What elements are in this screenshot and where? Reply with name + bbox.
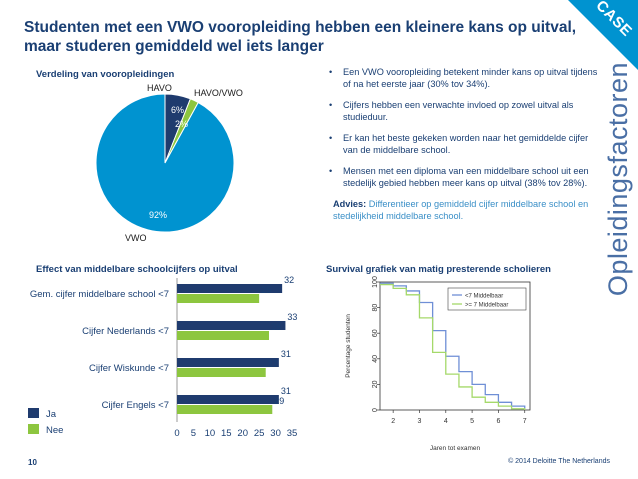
pie-percent-label: 6% bbox=[171, 105, 184, 115]
survival-legend-label: <7 Middelbaar bbox=[465, 294, 503, 300]
y-axis-label: Percentage studenten bbox=[345, 314, 352, 378]
y-tick-label: 100 bbox=[372, 276, 379, 288]
bar-nee bbox=[177, 405, 273, 414]
x-tick-label: 2 bbox=[391, 418, 395, 425]
pie-category-label: VWO bbox=[125, 233, 147, 243]
pie-chart: 6% 2% 92% HAVO HAVO/VWO VWO bbox=[95, 83, 243, 243]
y-tick-label: 20 bbox=[372, 380, 379, 388]
bar-x-tick: 35 bbox=[287, 428, 298, 439]
survival-line bbox=[380, 283, 526, 410]
advice-text: Advies: Differentieer op gemiddeld cijfe… bbox=[325, 198, 605, 222]
y-tick-label: 80 bbox=[372, 304, 379, 312]
bar-value-label: 33 bbox=[287, 312, 297, 322]
survival-chart-title: Survival grafiek van matig presterende s… bbox=[326, 264, 551, 275]
bar-chart: Gem. cijfer middelbare school <7 32 25 Cijf… bbox=[28, 276, 298, 439]
legend-label: Ja bbox=[46, 409, 57, 420]
bar-x-tick: 15 bbox=[221, 428, 232, 439]
legend-label: Nee bbox=[46, 425, 63, 436]
bar-x-tick: 30 bbox=[270, 428, 281, 439]
advice-label: Advies: bbox=[333, 199, 367, 209]
bar-ja bbox=[177, 358, 279, 367]
bar-value-label: 29 bbox=[274, 396, 284, 406]
pie-percent-label: 2% bbox=[175, 119, 188, 129]
bar-value-label: 31 bbox=[281, 349, 291, 359]
copyright-text: © 2014 Deloitte The Netherlands bbox=[508, 458, 610, 465]
bar-ja bbox=[177, 395, 279, 404]
bar-x-tick: 20 bbox=[237, 428, 248, 439]
advice-body: Differentieer op gemiddeld cijfer middel… bbox=[333, 199, 589, 221]
bullet-item: • Cijfers hebben een verwachte invloed op… bbox=[329, 100, 574, 122]
bar-x-tick: 10 bbox=[205, 428, 216, 439]
x-tick-label: 5 bbox=[470, 418, 474, 425]
x-tick-label: 4 bbox=[444, 418, 448, 425]
x-axis-label: Jaren tot examen bbox=[430, 445, 481, 452]
bullet-list: • Een VWO vooropleiding betekent minder k… bbox=[325, 66, 605, 222]
bar-chart-title: Effect van middelbare schoolcijfers op u… bbox=[36, 264, 238, 275]
y-tick-label: 0 bbox=[372, 408, 379, 412]
pie-category-label: HAVO/VWO bbox=[194, 88, 243, 98]
bar-value-label: 32 bbox=[284, 276, 294, 285]
bar-x-tick: 5 bbox=[191, 428, 196, 439]
x-tick-label: 7 bbox=[523, 418, 527, 425]
side-section-label: Opleidingsfactoren bbox=[603, 62, 633, 297]
bar-value-label: 31 bbox=[281, 386, 291, 396]
y-tick-label: 40 bbox=[372, 355, 379, 363]
survival-legend-box bbox=[447, 287, 527, 311]
y-tick-label: 60 bbox=[372, 329, 379, 337]
bar-category-label: Cijfer Engels <7 bbox=[102, 400, 169, 411]
bullet-item: • Mensen met een diploma van een middelba… bbox=[329, 166, 589, 188]
bullet-item: • Er kan het beste gekeken worden naar he… bbox=[329, 133, 589, 155]
pie-chart-title: Verdeling van vooropleidingen bbox=[36, 69, 175, 80]
corner-badge bbox=[568, 0, 638, 70]
bar-value-label: 25 bbox=[261, 285, 271, 295]
legend-swatch bbox=[28, 408, 39, 418]
x-tick-label: 6 bbox=[496, 418, 500, 425]
bullet-item: • Een VWO vooropleiding betekent minder k… bbox=[329, 67, 598, 89]
survival-legend-label: >= 7 Middelbaar bbox=[465, 303, 508, 309]
bar-nee bbox=[177, 331, 269, 340]
bar-category-label: Gem. cijfer middelbare school <7 bbox=[30, 289, 169, 300]
bar-category-label: Cijfer Nederlands <7 bbox=[82, 326, 169, 337]
page-title: Studenten met een VWO vooropleiding hebb… bbox=[24, 19, 577, 55]
bar-nee bbox=[177, 368, 266, 377]
pie-slice bbox=[95, 93, 235, 233]
x-tick-label: 3 bbox=[418, 418, 422, 425]
bar-x-tick: 25 bbox=[254, 428, 265, 439]
bar-category-label: Cijfer Wiskunde <7 bbox=[89, 363, 169, 374]
bar-ja bbox=[177, 321, 286, 330]
bar-value-label: 27 bbox=[268, 359, 278, 369]
bar-x-tick: 0 bbox=[174, 428, 179, 439]
page-number: 10 bbox=[28, 458, 37, 467]
legend-swatch bbox=[28, 424, 39, 434]
pie-percent-label: 92% bbox=[149, 210, 167, 220]
bar-nee bbox=[177, 294, 260, 303]
survival-chart: 0 20 40 60 80 100 2 3 4 5 6 7 Percentage studenten Ja… bbox=[345, 276, 531, 452]
bar-ja bbox=[177, 284, 283, 293]
bar-value-label: 28 bbox=[271, 322, 281, 332]
pie-category-label: HAVO bbox=[147, 83, 172, 93]
